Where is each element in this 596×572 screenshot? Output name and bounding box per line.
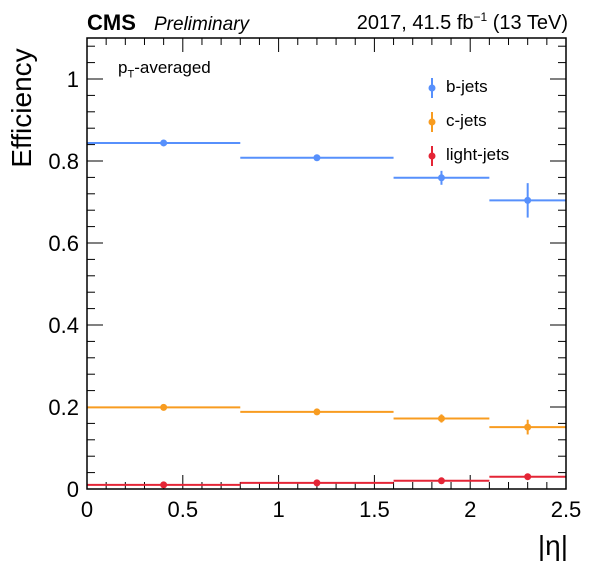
x-tick-label: 1: [272, 497, 284, 522]
data-point: [524, 473, 532, 481]
tick-labels: 0 0.5 1 1.5 2 2.5 0 0.2 0.4 0.6 0.8 1: [48, 67, 581, 522]
series-light-jets: [87, 473, 566, 489]
legend-marker: [428, 118, 436, 126]
y-tick-label: 0.4: [48, 313, 79, 338]
plot-frame: [86, 37, 567, 490]
luminosity-label: 2017, 41.5 fb−1 (13 TeV): [356, 10, 568, 35]
lumi-suffix: (13 TeV): [487, 12, 568, 34]
data-point: [313, 154, 321, 162]
data-point: [313, 479, 321, 487]
cms-label: CMS: [87, 10, 136, 35]
legend-marker: [428, 152, 436, 160]
y-axis-label: Efficiency: [6, 48, 37, 168]
preliminary-label: Preliminary: [154, 14, 250, 35]
x-tick-label: 2: [464, 497, 476, 522]
lumi-prefix: 2017, 41.5 fb: [356, 12, 474, 34]
legend-markers: [428, 78, 436, 166]
y-tick-label: 0: [67, 477, 79, 502]
annotation-rest: -averaged: [134, 58, 211, 77]
data-series: [87, 139, 566, 489]
series-b-jets: [87, 139, 566, 218]
y-tick-label: 0.2: [48, 395, 79, 420]
legend-entry: light-jets: [446, 145, 510, 164]
x-tick-label: 1.5: [359, 497, 390, 522]
data-point: [160, 139, 168, 147]
data-point: [437, 477, 445, 485]
legend-entry: b-jets: [446, 77, 488, 96]
data-point: [160, 403, 168, 411]
data-point: [524, 423, 532, 431]
x-axis-label: |η|: [537, 530, 568, 561]
x-tick-label: 0: [81, 497, 93, 522]
y-tick-label: 1: [67, 67, 79, 92]
data-point: [524, 196, 532, 204]
series-c-jets: [87, 403, 566, 435]
annotation-main: p: [118, 58, 128, 77]
legend-entry: c-jets: [446, 111, 487, 130]
annotation-sub: T: [127, 68, 135, 81]
data-point: [160, 481, 168, 489]
pt-averaged-annotation: pT-averaged: [118, 58, 211, 80]
lumi-exponent: −1: [473, 10, 488, 24]
y-tick-label: 0.8: [48, 149, 79, 174]
y-tick-label: 0.6: [48, 231, 79, 256]
data-point: [437, 174, 445, 182]
data-point: [313, 408, 321, 416]
x-tick-label: 0.5: [168, 497, 199, 522]
x-tick-label: 2.5: [551, 497, 582, 522]
axis-ticks: [86, 38, 567, 490]
data-point: [437, 414, 445, 422]
legend-marker: [428, 84, 436, 92]
